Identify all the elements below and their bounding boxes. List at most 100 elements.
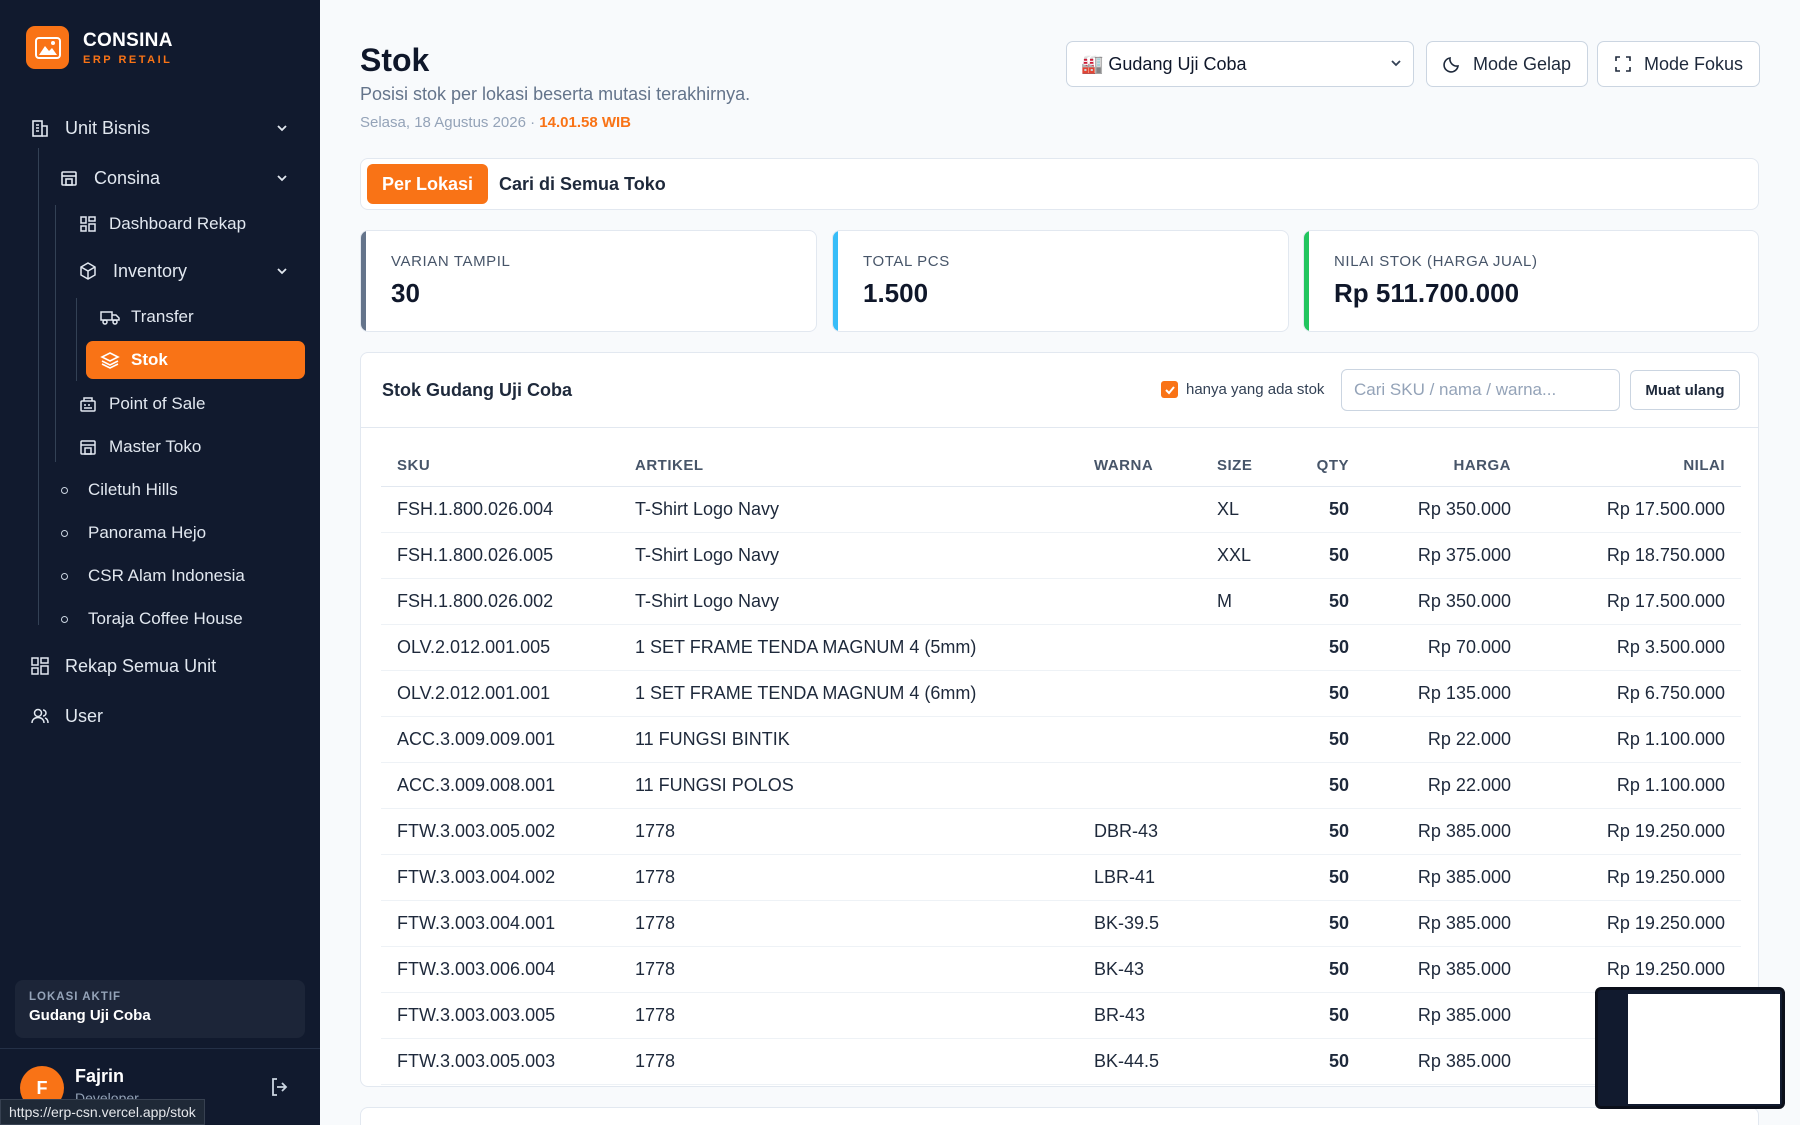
- tab-cari-semua-toko[interactable]: Cari di Semua Toko: [499, 173, 666, 194]
- table-row[interactable]: FSH.1.800.026.002 T-Shirt Logo Navy M 50 Rp …: [381, 578, 1741, 625]
- table-row[interactable]: FTW.3.003.006.004 1778 BK-43 50 Rp 385.000 Rp…: [381, 946, 1741, 993]
- tab-per-lokasi[interactable]: Per Lokasi: [367, 164, 489, 204]
- nav-master-toko[interactable]: Master Toko: [77, 436, 201, 458]
- cell-harga: Rp 22.000: [1349, 762, 1511, 809]
- logout-icon[interactable]: [268, 1075, 292, 1104]
- active-location-value: Gudang Uji Coba: [29, 1007, 151, 1024]
- time-text: 14.01.58 WIB: [539, 114, 632, 131]
- cell-warna: [1094, 624, 1217, 671]
- nav-unit-item[interactable]: Panorama Hejo: [61, 522, 206, 544]
- table-row[interactable]: FTW.3.003.004.002 1778 LBR-41 50 Rp 385.000 R…: [381, 854, 1741, 901]
- reload-button[interactable]: Muat ulang: [1630, 370, 1740, 410]
- col-sku[interactable]: SKU: [381, 446, 635, 487]
- cell-size: [1217, 624, 1282, 671]
- nav-stok[interactable]: Stok: [99, 349, 168, 371]
- table-row[interactable]: FTW.3.003.005.002 1778 DBR-43 50 Rp 385.000 R…: [381, 808, 1741, 855]
- nav-rekap-semua-unit[interactable]: Rekap Semua Unit: [29, 654, 216, 678]
- table-row[interactable]: OLV.2.012.001.005 1 SET FRAME TENDA MAGNU…: [381, 624, 1741, 671]
- cell-qty: 50: [1282, 854, 1349, 901]
- cell-qty: 50: [1282, 808, 1349, 855]
- cell-warna: BK-39.5: [1094, 900, 1217, 947]
- thumbnail-content: [1628, 994, 1780, 1104]
- cell-size: [1217, 1038, 1282, 1085]
- nav-unit-bisnis[interactable]: Unit Bisnis: [29, 116, 291, 140]
- nav-unit-item[interactable]: Toraja Coffee House: [61, 608, 243, 630]
- focus-mode-button[interactable]: Mode Fokus: [1597, 41, 1761, 87]
- cell-size: M: [1217, 578, 1282, 625]
- in-stock-only-toggle[interactable]: hanya yang ada stok: [1161, 381, 1324, 398]
- dot-icon: [61, 615, 68, 623]
- col-harga[interactable]: HARGA: [1349, 446, 1511, 487]
- nav-dashboard-rekap[interactable]: Dashboard Rekap: [77, 213, 246, 235]
- store-icon: [77, 436, 99, 458]
- table-row[interactable]: FSH.1.800.026.005 T-Shirt Logo Navy XXL 50 R…: [381, 532, 1741, 579]
- table-row[interactable]: ACC.3.009.009.001 11 FUNGSI BINTIK 50 Rp 22…: [381, 716, 1741, 763]
- nav-transfer[interactable]: Transfer: [99, 306, 194, 328]
- col-artikel[interactable]: ARTIKEL: [635, 446, 1094, 487]
- cell-qty: 50: [1282, 624, 1349, 671]
- cell-harga: Rp 385.000: [1349, 808, 1511, 855]
- nav-unit-item[interactable]: Ciletuh Hills: [61, 479, 178, 501]
- col-nilai[interactable]: NILAI: [1511, 446, 1741, 487]
- grid-icon: [29, 655, 51, 677]
- table-header-row: SKU ARTIKEL WARNA SIZE QTY HARGA NILAI: [381, 446, 1741, 487]
- nav-user-label: User: [65, 705, 104, 726]
- col-size[interactable]: SIZE: [1217, 446, 1282, 487]
- cell-harga: Rp 385.000: [1349, 854, 1511, 901]
- nav-stok-active-bg: [86, 341, 305, 379]
- active-location-box: LOKASI AKTIF Gudang Uji Coba: [15, 980, 305, 1038]
- cell-qty: 50: [1282, 762, 1349, 809]
- chevron-down-icon: [1389, 54, 1403, 75]
- search-input[interactable]: [1341, 369, 1620, 411]
- cell-harga: Rp 70.000: [1349, 624, 1511, 671]
- cell-warna: [1094, 762, 1217, 809]
- cell-nilai: Rp 17.500.000: [1511, 486, 1741, 533]
- table-row[interactable]: FSH.1.800.026.004 T-Shirt Logo Navy XL 50 Rp…: [381, 486, 1741, 533]
- nav-point-of-sale[interactable]: Point of Sale: [77, 393, 205, 415]
- col-qty[interactable]: QTY: [1282, 446, 1349, 487]
- nav-inventory[interactable]: Inventory: [77, 259, 291, 283]
- table-row[interactable]: FTW.3.003.004.001 1778 BK-39.5 50 Rp 385.000…: [381, 900, 1741, 947]
- brand[interactable]: CONSINA ERP RETAIL: [26, 26, 173, 69]
- cell-qty: 50: [1282, 532, 1349, 579]
- col-warna[interactable]: WARNA: [1094, 446, 1217, 487]
- cell-nilai: Rp 1.100.000: [1511, 716, 1741, 763]
- tree-line: [76, 298, 77, 381]
- cell-harga: Rp 350.000: [1349, 486, 1511, 533]
- table-row[interactable]: FTW.3.003.005.003 1778 BK-44.5 50 Rp 385.000…: [381, 1038, 1741, 1085]
- cell-size: [1217, 900, 1282, 947]
- nav-unit-item[interactable]: CSR Alam Indonesia: [61, 565, 245, 587]
- cell-artikel: 1778: [635, 854, 1094, 901]
- cell-warna: [1094, 670, 1217, 717]
- cell-warna: LBR-41: [1094, 854, 1217, 901]
- nav-consina[interactable]: Consina: [58, 166, 291, 190]
- cell-nilai: Rp 17.500.000: [1511, 578, 1741, 625]
- date-text: Selasa, 18 Agustus 2026 ·: [360, 114, 540, 131]
- cell-warna: [1094, 716, 1217, 763]
- table-body: FSH.1.800.026.004 T-Shirt Logo Navy XL 50 Rp…: [381, 486, 1741, 1085]
- screen-preview-thumbnail[interactable]: [1595, 987, 1785, 1109]
- page-subtitle: Posisi stok per lokasi beserta mutasi te…: [360, 84, 751, 104]
- warehouse-select[interactable]: 🏭 Gudang Uji Coba: [1066, 41, 1414, 87]
- nav-dashboard-rekap-label: Dashboard Rekap: [109, 214, 247, 233]
- table-row[interactable]: ACC.3.009.008.001 11 FUNGSI POLOS 50 Rp 22.…: [381, 762, 1741, 809]
- nav-inventory-label: Inventory: [113, 260, 188, 281]
- cell-size: [1217, 670, 1282, 717]
- panel-title: Stok Gudang Uji Coba: [382, 380, 573, 400]
- nav-user[interactable]: User: [29, 704, 103, 728]
- cell-warna: [1094, 532, 1217, 579]
- cell-harga: Rp 385.000: [1349, 946, 1511, 993]
- table-row[interactable]: OLV.2.012.001.001 1 SET FRAME TENDA MAGNU…: [381, 670, 1741, 717]
- date-line: Selasa, 18 Agustus 2026 · 14.01.58 WIB: [360, 114, 631, 131]
- dark-mode-button[interactable]: Mode Gelap: [1426, 41, 1589, 87]
- cell-artikel: 11 FUNGSI BINTIK: [635, 716, 1094, 763]
- cell-nilai: Rp 6.750.000: [1511, 670, 1741, 717]
- stock-table: SKU ARTIKEL WARNA SIZE QTY HARGA NILAI F…: [381, 446, 1741, 1085]
- cell-warna: [1094, 486, 1217, 533]
- cell-sku: OLV.2.012.001.001: [381, 670, 635, 717]
- checkbox-checked-icon[interactable]: [1161, 381, 1178, 398]
- cell-warna: BK-44.5: [1094, 1038, 1217, 1085]
- cell-qty: 50: [1282, 946, 1349, 993]
- building-icon: [29, 117, 51, 139]
